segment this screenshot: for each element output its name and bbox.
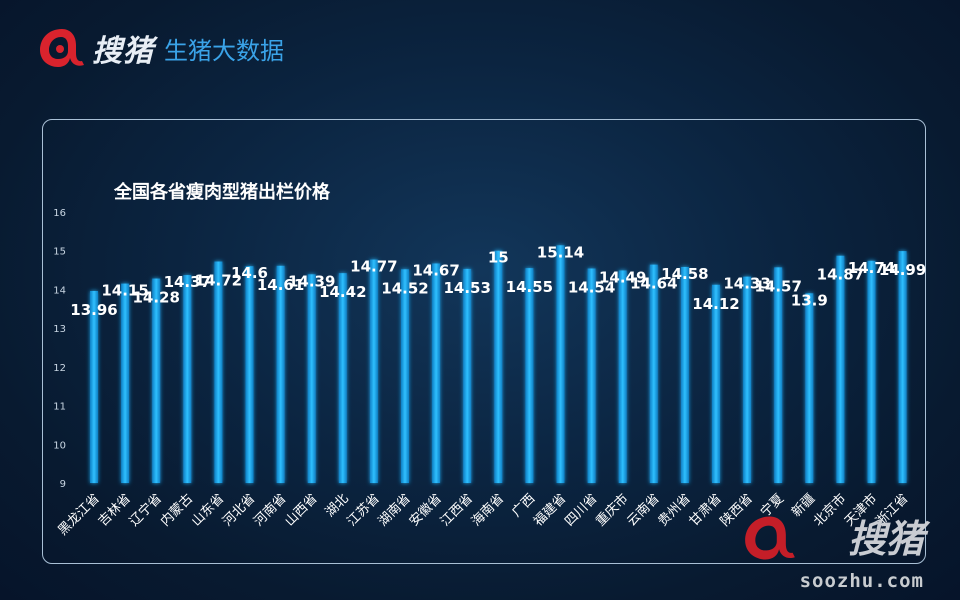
x-tick-label: 四川省 — [562, 491, 600, 529]
data-label: 14.52 — [381, 279, 428, 297]
data-label: 14.64 — [630, 275, 677, 293]
watermark: 搜猪 soozhu.com — [740, 506, 930, 594]
bar — [307, 274, 316, 483]
y-tick-label: 12 — [53, 363, 66, 374]
bar — [680, 266, 689, 483]
bar — [618, 270, 627, 483]
y-tick-label: 15 — [53, 247, 66, 258]
data-label: 14.58 — [661, 265, 708, 283]
data-label: 13.96 — [70, 301, 117, 319]
data-label: 14.74 — [848, 259, 895, 277]
bar — [369, 259, 378, 483]
bar — [432, 263, 441, 483]
data-label: 15.14 — [537, 243, 584, 261]
y-tick-label: 16 — [53, 208, 66, 219]
watermark-logo-icon — [745, 516, 795, 560]
x-tick-label: 山东省 — [189, 491, 227, 529]
watermark-url: soozhu.com — [799, 570, 924, 592]
data-label: 14.67 — [412, 261, 459, 279]
bar — [805, 293, 814, 483]
data-label: 14.55 — [506, 278, 553, 296]
x-tick-label: 甘肃省 — [687, 491, 725, 529]
data-label: 14.61 — [257, 276, 304, 294]
bar — [90, 290, 98, 483]
data-label: 13.9 — [791, 291, 828, 309]
bar — [338, 273, 347, 483]
data-label: 14.77 — [350, 258, 397, 276]
data-label: 14.28 — [132, 289, 179, 307]
bar — [245, 266, 254, 483]
soozhu-logo-icon — [40, 29, 84, 67]
bar — [121, 283, 130, 483]
x-tick-label: 辽宁省 — [126, 491, 165, 530]
bar — [463, 268, 472, 483]
x-tick-label: 河北省 — [220, 491, 258, 529]
data-label: 14.87 — [817, 266, 864, 284]
x-tick-label: 湖南省 — [375, 491, 414, 530]
site-subtitle: 生猪大数据 — [164, 36, 284, 65]
bar — [556, 245, 565, 483]
data-label: 14.53 — [443, 279, 490, 297]
bar — [525, 268, 534, 483]
data-label: 14.12 — [692, 295, 739, 313]
x-tick-label: 海南省 — [468, 491, 507, 530]
data-label: 14.6 — [231, 264, 268, 282]
data-label: 14.37 — [164, 273, 211, 291]
y-tick-label: 10 — [53, 440, 66, 451]
data-label: 14.42 — [319, 283, 366, 301]
x-tick-label: 重庆市 — [593, 491, 632, 530]
data-label: 14.57 — [754, 277, 801, 295]
data-label: 14.72 — [195, 272, 242, 290]
bar — [743, 276, 752, 483]
x-tick-label: 贵州省 — [656, 491, 694, 529]
bar — [774, 267, 783, 483]
data-label: 14.54 — [568, 279, 615, 297]
data-label: 14.15 — [101, 282, 148, 300]
data-label: 14.33 — [723, 275, 770, 293]
chart-title: 全国各省瘦肉型猪出栏价格 — [114, 182, 330, 203]
bar — [183, 275, 192, 483]
data-label: 14.99 — [879, 261, 926, 279]
x-tick-label: 安徽省 — [407, 491, 445, 529]
brand-header: 搜猪 生猪大数据 — [36, 24, 284, 72]
x-tick-label: 山西省 — [282, 491, 320, 529]
x-tick-label: 黑龙江省 — [55, 491, 102, 538]
x-tick-label: 福建省 — [531, 491, 569, 529]
bar — [276, 265, 285, 483]
y-tick-label: 11 — [53, 402, 66, 413]
y-tick-label: 14 — [53, 285, 66, 296]
bar — [494, 250, 503, 483]
site-name: 搜猪 — [92, 34, 154, 69]
bar — [587, 268, 596, 483]
data-label: 15 — [488, 249, 509, 267]
data-label: 14.39 — [288, 272, 335, 290]
bar — [214, 261, 223, 483]
x-tick-label: 江苏省 — [344, 491, 383, 530]
bar — [898, 251, 907, 483]
y-tick-label: 9 — [60, 479, 66, 490]
x-tick-label: 河南省 — [251, 491, 290, 530]
bar — [152, 278, 161, 483]
x-tick-label: 吉林省 — [96, 491, 134, 529]
y-tick-label: 13 — [53, 324, 66, 335]
x-tick-label: 江西省 — [438, 491, 476, 529]
watermark-name: 搜猪 — [847, 516, 924, 561]
x-tick-label: 内蒙古 — [157, 491, 196, 530]
chart-panel — [42, 119, 926, 564]
bar — [649, 264, 658, 483]
x-tick-label: 云南省 — [624, 491, 663, 530]
data-label: 14.49 — [599, 268, 646, 286]
bar — [867, 260, 876, 483]
bar — [836, 255, 845, 483]
bar — [401, 269, 409, 483]
bar — [712, 284, 720, 483]
